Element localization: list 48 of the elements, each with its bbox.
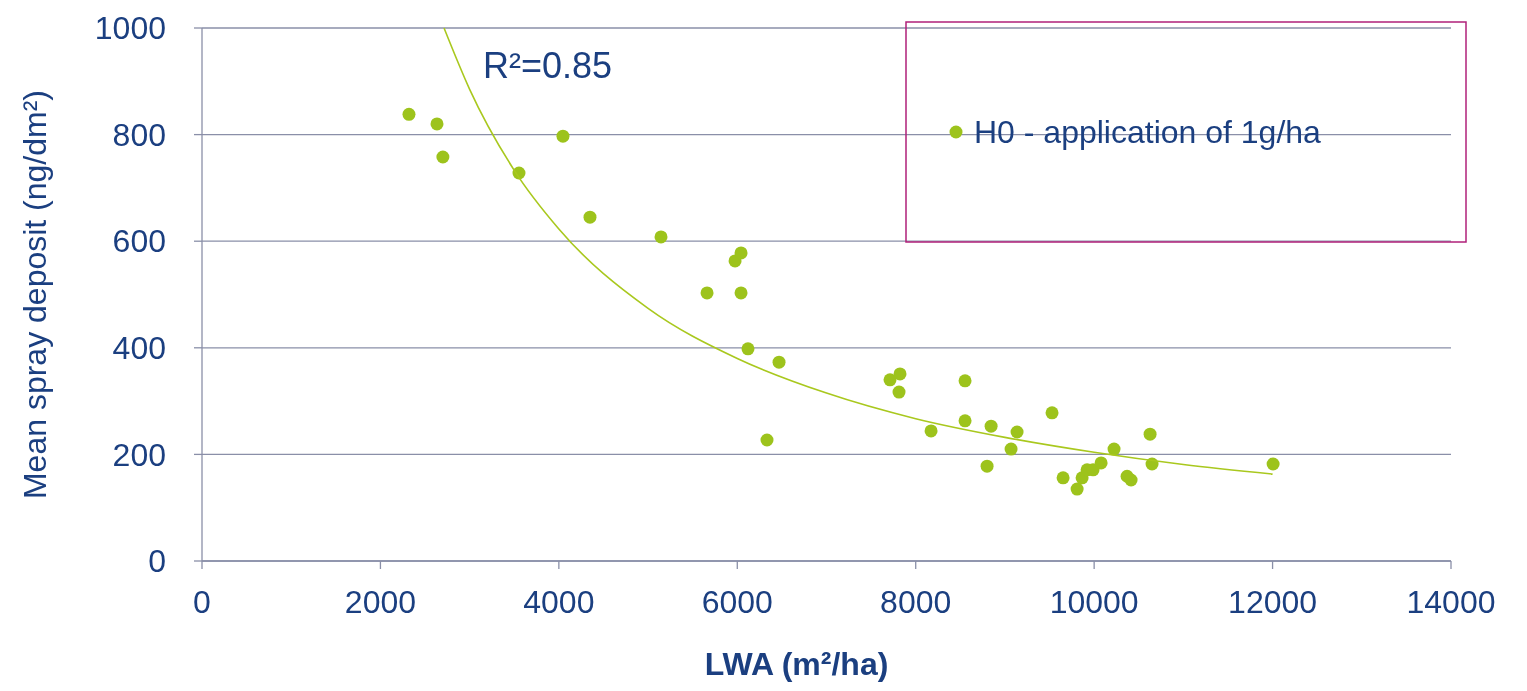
point (556, 129, 570, 143)
point (760, 433, 774, 447)
y-tick-label: 600 (112, 223, 166, 260)
point (924, 424, 938, 438)
point (984, 419, 998, 433)
point (734, 246, 748, 260)
point (1004, 442, 1018, 456)
y-tick-label: 400 (112, 330, 166, 366)
point (1094, 456, 1108, 470)
x-tick-label: 10000 (1049, 584, 1139, 620)
x-tick-label: 4000 (523, 584, 595, 620)
point (430, 117, 444, 131)
point (734, 286, 748, 300)
y-tick-label: 0 (148, 543, 166, 580)
point (402, 107, 416, 121)
point (1056, 471, 1070, 485)
point (700, 286, 714, 300)
point (1045, 406, 1059, 420)
point (1070, 482, 1084, 496)
point (1266, 457, 1280, 471)
point (741, 342, 755, 356)
x-tick-label: 6000 (701, 584, 773, 620)
point (1107, 442, 1121, 456)
point (436, 150, 450, 164)
x-tick-label: 14000 (1406, 584, 1496, 620)
point (772, 355, 786, 369)
point (1124, 473, 1138, 487)
x-tick-label: 12000 (1228, 584, 1318, 620)
y-axis-title: Mean spray deposit (ng/dm²) (17, 89, 53, 500)
point (583, 210, 597, 224)
point (980, 459, 994, 473)
point (654, 230, 668, 244)
point (1143, 427, 1157, 441)
point (958, 414, 972, 428)
x-tick-label: 2000 (344, 584, 417, 620)
point (893, 367, 907, 381)
y-tick-label: 1000 (94, 10, 166, 47)
y-tick-label: 800 (112, 116, 166, 153)
point (1010, 425, 1024, 439)
annotation: R²=0.85 (483, 45, 613, 86)
x-axis-title: LWA (m²/ha) (704, 646, 889, 682)
point (958, 374, 972, 388)
x-tick-label: 8000 (880, 584, 952, 620)
point (883, 373, 897, 387)
point (892, 385, 906, 399)
x-tick-label: 0 (193, 584, 211, 620)
legend-label: H0 - application of 1g/ha (974, 114, 1322, 151)
y-tick-label: 200 (112, 436, 166, 473)
